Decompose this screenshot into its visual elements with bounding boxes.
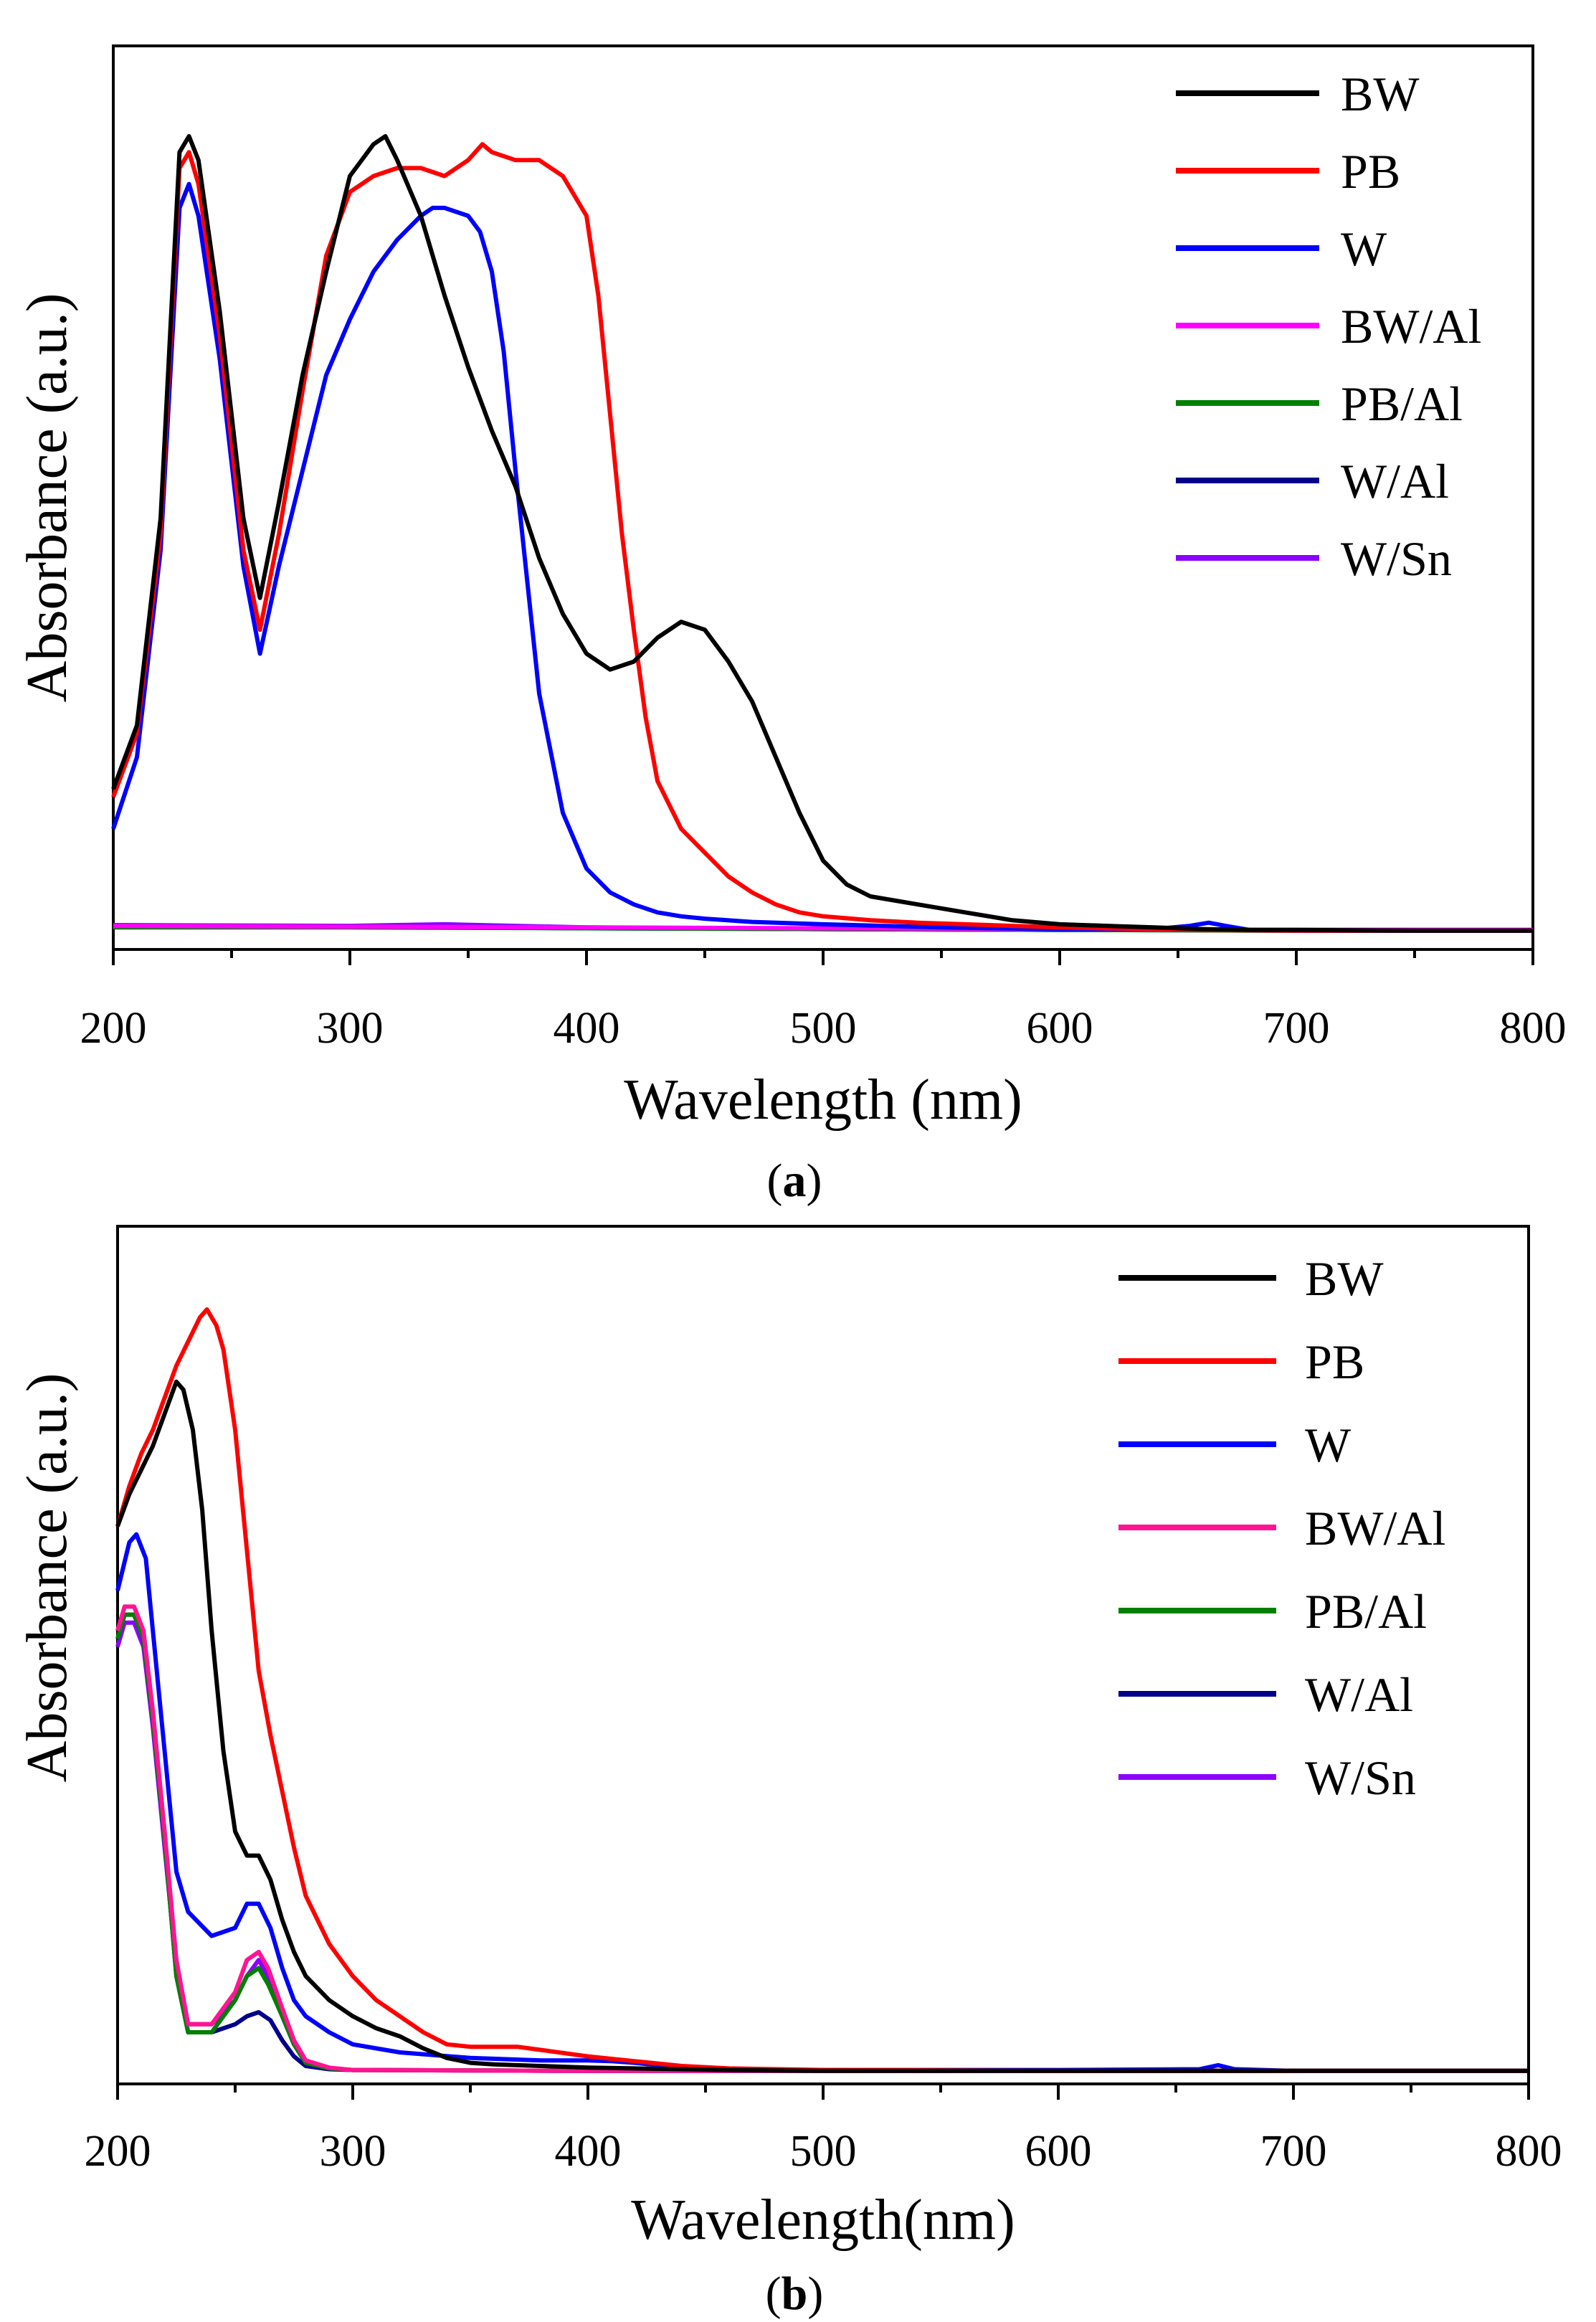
plot-frame-a: [112, 44, 1534, 951]
panel-label-b-close: ): [807, 2267, 823, 2320]
series-line-bw: [115, 1379, 1529, 2073]
panel-label-a-letter: a: [783, 1155, 807, 1207]
x-tick-label-200: 200: [80, 1004, 147, 1053]
series-group-a: [111, 134, 1533, 933]
series-group-b: [115, 1307, 1529, 2073]
legend-label-pb-al: PB/Al: [1305, 1584, 1427, 1639]
legend-label-bw: BW: [1341, 67, 1420, 121]
legend-label-w-sn: W/Sn: [1341, 531, 1452, 586]
panel-a: 200 300 400 500 600 700 800 Absorbance (a.u.) …: [16, 44, 1567, 1207]
x-tick-label-600: 600: [1027, 1004, 1093, 1053]
legend-a: BW PB W BW/Al PB/Al W/Al W/Sn: [1176, 67, 1481, 586]
x-ticks-a: 200 300 400 500 600 700 800: [80, 949, 1567, 1053]
legend-label-pb-al: PB/Al: [1341, 376, 1463, 431]
panel-label-a-open: (: [767, 1155, 783, 1207]
series-line-bw-al: [115, 1604, 1529, 2073]
x-ticks-b: 200 300 400 500 600 700 800: [85, 2084, 1562, 2176]
legend-label-bw-al: BW/Al: [1341, 299, 1481, 354]
x-tick-label-400: 400: [554, 1004, 620, 1053]
legend-label-w: W: [1305, 1418, 1352, 1472]
legend-label-pb: PB: [1305, 1335, 1364, 1389]
x-tick-label-400: 400: [555, 2127, 622, 2176]
series-line-bw: [111, 134, 1533, 933]
x-tick-label-700: 700: [1263, 1004, 1330, 1053]
panel-label-b-letter: b: [782, 2267, 808, 2320]
legend-label-w: W: [1341, 222, 1387, 276]
x-axis-title-a: Wavelength (nm): [624, 1068, 1022, 1132]
legend-label-pb: PB: [1341, 144, 1400, 199]
x-tick-label-300: 300: [320, 2127, 386, 2176]
legend-label-bw-al: BW/Al: [1305, 1501, 1445, 1555]
x-tick-label-500: 500: [790, 1004, 857, 1053]
y-axis-title-a: Absorbance (a.u.): [16, 293, 79, 703]
x-tick-label-600: 600: [1025, 2127, 1092, 2176]
series-line-pb: [111, 142, 1533, 933]
series-line-w: [111, 181, 1533, 933]
y-axis-title-b: Absorbance (a.u.): [16, 1373, 79, 1783]
x-tick-label-800: 800: [1496, 2127, 1562, 2176]
legend-label-w-al: W/Al: [1305, 1667, 1413, 1722]
panel-label-a: (a): [767, 1155, 822, 1207]
panel-label-b: (b): [766, 2267, 824, 2320]
x-tick-label-700: 700: [1260, 2127, 1327, 2176]
legend-b: BW PB W BW/Al PB/Al W/Al W/Sn: [1118, 1251, 1445, 1805]
x-axis-title-b: Wavelength(nm): [631, 2189, 1015, 2252]
x-tick-label-800: 800: [1500, 1004, 1567, 1053]
series-line-pb: [115, 1307, 1529, 2073]
panel-label-b-open: (: [766, 2267, 782, 2320]
legend-label-w-al: W/Al: [1341, 454, 1449, 508]
panel-label-a-close: ): [807, 1155, 822, 1207]
legend-label-w-sn: W/Sn: [1305, 1750, 1416, 1805]
x-tick-label-300: 300: [317, 1004, 384, 1053]
x-tick-label-200: 200: [85, 2127, 151, 2176]
legend-label-bw: BW: [1305, 1251, 1384, 1306]
panel-b: 200 300 400 500 600 700 800 Absorbance (a.u.) …: [16, 1225, 1562, 2320]
x-tick-label-500: 500: [790, 2127, 857, 2176]
